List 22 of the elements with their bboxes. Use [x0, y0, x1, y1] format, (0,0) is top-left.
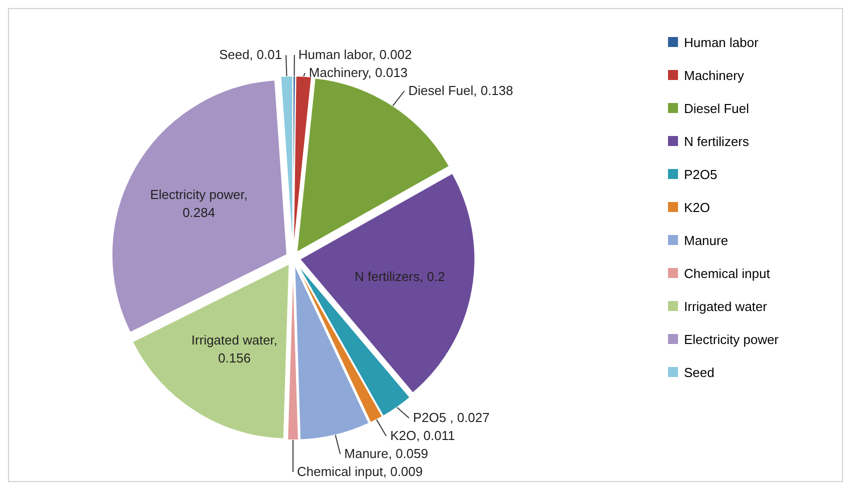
legend-label: N fertilizers	[684, 134, 750, 149]
data-label: P2O5 , 0.027	[413, 410, 490, 425]
data-label: N fertilizers, 0.2	[354, 269, 445, 284]
data-label: K2O, 0.011	[390, 428, 456, 443]
legend-label: P2O5	[684, 167, 718, 182]
legend-label: Electricity power	[684, 332, 780, 347]
data-label: Diesel Fuel, 0.138	[408, 83, 514, 98]
legend-label: Machinery	[684, 68, 744, 83]
legend-label: Diesel Fuel	[684, 101, 750, 116]
legend-label: Human labor	[684, 35, 760, 50]
legend-label: Manure	[684, 233, 728, 248]
data-label: Electricity power, 0.284	[150, 187, 248, 220]
data-label: Manure, 0.059	[344, 446, 428, 461]
legend-label: Seed	[684, 365, 714, 380]
legend-label: Irrigated water	[684, 299, 768, 314]
data-label: Seed, 0.01	[219, 47, 282, 62]
data-label: Irrigated water, 0.156	[191, 332, 278, 366]
data-label: Chemical input, 0.009	[297, 464, 423, 479]
legend-label: Chemical input	[684, 266, 770, 281]
data-label: Machinery, 0.013	[308, 65, 408, 80]
data-label: Human labor, 0.002	[298, 47, 412, 62]
legend-label: K2O	[684, 200, 710, 215]
